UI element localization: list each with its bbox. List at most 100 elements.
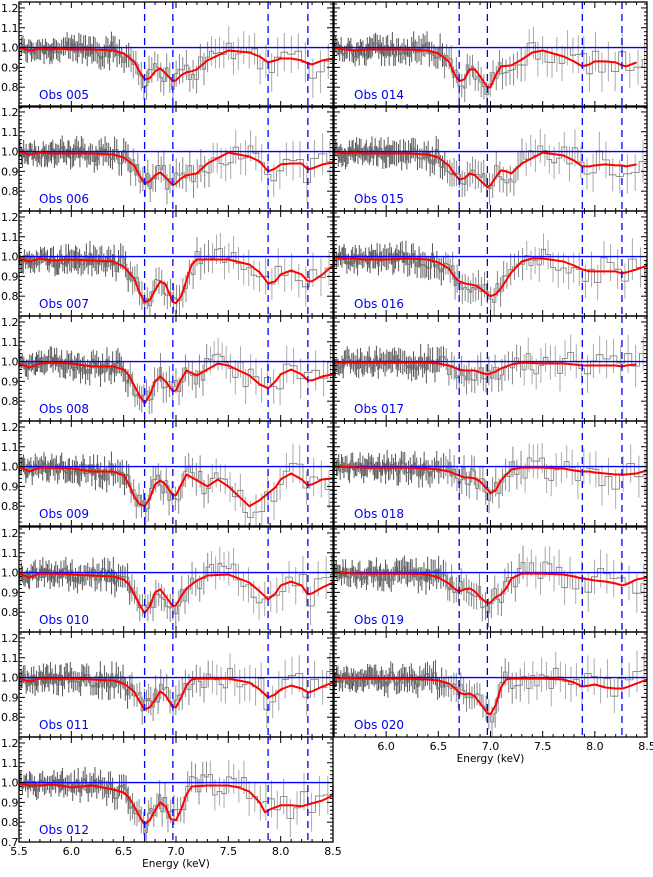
- obs-label: Obs 017: [354, 402, 404, 416]
- y-tick-label: 0.8: [1, 395, 19, 408]
- y-tick-label: 0.9: [1, 270, 19, 283]
- model-curve: [19, 46, 333, 83]
- panel-obs-010: 0.8 0.9 1.0 1.1 1.2 Obs 010: [1, 526, 334, 633]
- y-tick-label: 0.8: [1, 185, 19, 198]
- x-tick-label: 7.0: [167, 845, 185, 858]
- model-curve: [19, 150, 333, 187]
- obs-label: Obs 019: [354, 613, 404, 627]
- panel-obs-016: Obs 016: [333, 210, 648, 317]
- panel-obs-017: Obs 017: [333, 315, 648, 422]
- y-tick-label: 0.9: [1, 480, 19, 493]
- panel-obs-008: 0.8 0.9 1.0 1.1 1.2 Obs 008: [1, 315, 334, 422]
- obs-label: Obs 009: [39, 507, 89, 521]
- y-tick-label: 0.7: [1, 836, 19, 849]
- obs-label: Obs 011: [39, 718, 89, 732]
- y-tick-label: 1.0: [1, 567, 19, 580]
- panel-obs-012: 0.7 0.8 0.9 1.0 1.1 1.2 Obs 012 5.5 6.0 6.5 7.0 7.5…: [1, 736, 342, 870]
- panel-obs-009: 0.8 0.9 1.0 1.1 1.2 Obs 009: [1, 420, 334, 527]
- y-tick-label: 1.1: [1, 757, 19, 770]
- x-tick-label: 5.5: [10, 845, 28, 858]
- y-tick-label: 0.8: [1, 711, 19, 724]
- y-tick-label: 0.9: [1, 796, 19, 809]
- obs-label: Obs 006: [39, 192, 89, 206]
- x-tick-label: 6.5: [115, 845, 133, 858]
- data-histogram: [334, 561, 647, 614]
- x-tick-label: 6.0: [377, 740, 395, 753]
- obs-label: Obs 007: [39, 297, 89, 311]
- panel-obs-006: 0.8 0.9 1.0 1.1 1.2 Obs 006: [1, 105, 334, 212]
- panel-obs-015: Obs 015: [333, 105, 648, 212]
- y-tick-label: 1.1: [1, 231, 19, 244]
- y-tick-label: 1.0: [1, 672, 19, 685]
- y-tick-label: 1.2: [1, 737, 19, 750]
- y-tick-label: 0.8: [1, 816, 19, 829]
- x-tick-label: 6.5: [430, 740, 448, 753]
- data-histogram: [19, 461, 333, 518]
- y-tick-label: 1.1: [1, 126, 19, 139]
- model-curve: [19, 465, 333, 508]
- obs-label: Obs 008: [39, 402, 89, 416]
- model-curve: [19, 572, 333, 615]
- panel-obs-020: Obs 020 6.0 6.5 7.0 7.5 8.0 8.5 Energy (keV): [333, 631, 653, 765]
- x-axis-title: Energy (keV): [457, 753, 525, 765]
- y-tick-label: 1.1: [1, 547, 19, 560]
- y-tick-label: 1.1: [1, 652, 19, 665]
- x-tick-label: 8.0: [586, 740, 604, 753]
- y-tick-label: 1.0: [1, 42, 19, 55]
- obs-label: Obs 012: [39, 823, 89, 837]
- model-curve: [334, 465, 647, 495]
- model-curve: [334, 150, 637, 189]
- y-tick-label: 1.0: [1, 461, 19, 474]
- model-curve: [334, 361, 637, 376]
- x-tick-label: 8.5: [638, 740, 653, 753]
- x-tick-label: 7.0: [482, 740, 500, 753]
- data-histogram: [19, 353, 333, 401]
- y-tick-label: 0.8: [1, 81, 19, 94]
- y-tick-label: 0.8: [1, 500, 19, 513]
- y-tick-label: 1.1: [1, 22, 19, 35]
- model-curve: [19, 677, 333, 711]
- obs-label: Obs 016: [354, 297, 404, 311]
- y-tick-label: 1.0: [1, 777, 19, 790]
- panel-obs-011: 0.8 0.9 1.0 1.1 1.2 Obs 011: [1, 631, 334, 738]
- panel-obs-014: Obs 014: [333, 1, 648, 108]
- model-curve: [334, 676, 647, 716]
- data-histogram: [19, 41, 333, 90]
- y-tick-label: 0.9: [1, 375, 19, 388]
- y-tick-label: 1.0: [1, 356, 19, 369]
- x-tick-label: 8.0: [272, 845, 290, 858]
- y-tick-label: 0.9: [1, 165, 19, 178]
- obs-label: Obs 005: [39, 88, 89, 102]
- x-tick-label: 8.5: [324, 845, 342, 858]
- model-curve: [19, 782, 333, 826]
- y-tick-label: 0.9: [1, 586, 19, 599]
- panel-obs-007: 0.8 0.9 1.0 1.1 1.2 Obs 007: [1, 210, 334, 317]
- model-curve: [19, 257, 333, 305]
- model-curve: [19, 361, 333, 405]
- y-tick-label: 0.9: [1, 691, 19, 704]
- y-tick-label: 1.1: [1, 336, 19, 349]
- panel-obs-005: 0.8 0.9 1.0 1.1 1.2 Obs 005: [1, 1, 334, 108]
- data-histogram: [19, 562, 333, 615]
- model-curve: [334, 46, 637, 89]
- obs-label: Obs 014: [354, 88, 404, 102]
- x-axis-title: Energy (keV): [142, 858, 210, 870]
- y-tick-label: 1.1: [1, 441, 19, 454]
- y-tick-label: 1.2: [1, 316, 19, 329]
- x-tick-label: 7.5: [220, 845, 238, 858]
- panel-obs-018: Obs 018: [333, 420, 648, 527]
- x-tick-label: 6.0: [63, 845, 81, 858]
- y-tick-label: 1.2: [1, 632, 19, 645]
- y-tick-label: 1.2: [1, 106, 19, 119]
- y-tick-label: 0.8: [1, 606, 19, 619]
- obs-label: Obs 015: [354, 192, 404, 206]
- model-curve: [334, 571, 647, 605]
- obs-label: Obs 010: [39, 613, 89, 627]
- y-tick-label: 1.0: [1, 251, 19, 264]
- y-tick-label: 1.0: [1, 146, 19, 159]
- y-tick-label: 0.9: [1, 61, 19, 74]
- obs-label: Obs 020: [354, 718, 404, 732]
- panel-obs-019: Obs 019: [333, 526, 648, 633]
- y-tick-label: 1.2: [1, 2, 19, 15]
